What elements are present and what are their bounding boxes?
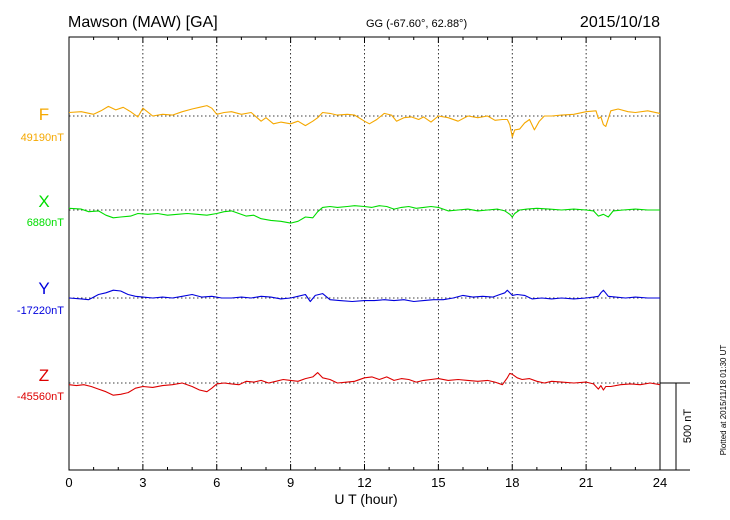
series-layer <box>68 105 661 396</box>
x-axis-title: U T (hour) <box>334 491 397 507</box>
series-f-name: F <box>39 105 49 124</box>
plotted-at-note: Plotted at 2015/11/18 01:30 UT <box>719 345 728 456</box>
series-z-baseline-value: -45560nT <box>17 391 64 403</box>
scale-bar-label: 500 nT <box>682 409 694 444</box>
chart-date: 2015/10/18 <box>580 14 660 31</box>
x-tick-label: 9 <box>287 475 294 490</box>
grid-layer <box>142 37 587 470</box>
series-y-baseline-value: -17220nT <box>17 305 64 317</box>
x-tick-label: 0 <box>65 475 72 490</box>
series-x-baseline-value: 6880nT <box>27 217 65 229</box>
x-tick-label: 24 <box>653 475 667 490</box>
scale-bar <box>660 382 690 471</box>
x-tick-label: 15 <box>431 475 445 490</box>
x-tick-label: 21 <box>579 475 593 490</box>
series-f-baseline-value: 49190nT <box>21 132 65 144</box>
station-coordinates: GG (-67.60°, 62.88°) <box>366 18 467 30</box>
series-y-line <box>68 289 660 303</box>
series-z-name: Z <box>39 366 49 385</box>
series-label-layer: F 49190nT X 6880nT Y -17220nT Z -45560nT <box>17 105 64 403</box>
x-tick-label: 6 <box>213 475 220 490</box>
series-f-line <box>68 105 661 138</box>
series-x-line <box>68 205 660 224</box>
x-tick-label: 3 <box>139 475 146 490</box>
x-tick-label: 12 <box>357 475 371 490</box>
series-x-name: X <box>38 192 49 211</box>
series-y-name: Y <box>38 279 49 298</box>
x-tick-label: 18 <box>505 475 519 490</box>
series-z-line <box>68 372 661 396</box>
station-title: Mawson (MAW) [GA] <box>68 14 218 31</box>
tick-layer: 0 3 6 9 12 15 18 21 24 <box>65 37 667 490</box>
